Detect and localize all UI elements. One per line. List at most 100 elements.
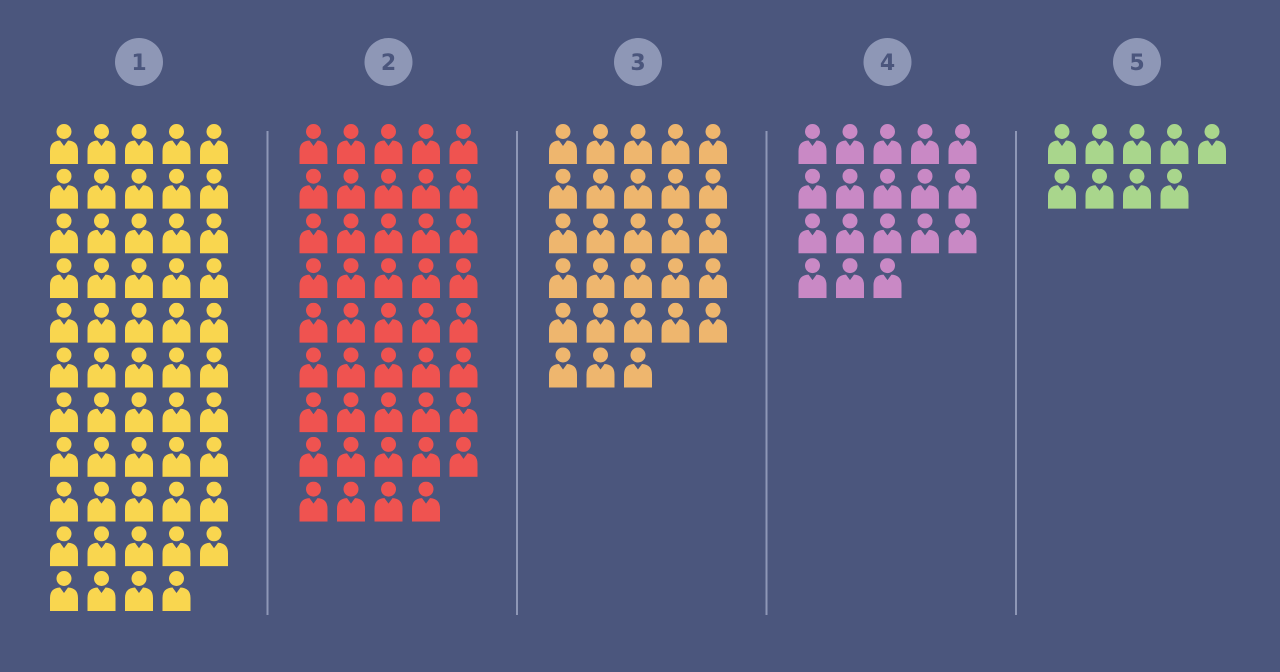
- person-icon: [661, 258, 690, 299]
- person-icon: [50, 392, 78, 433]
- person-icon: [549, 213, 577, 254]
- person-icon: [798, 213, 827, 254]
- person-icon: [374, 124, 403, 164]
- person-icon: [549, 168, 577, 209]
- person-icon: [125, 347, 153, 388]
- person-icon: [87, 213, 116, 254]
- person-icon: [337, 258, 365, 299]
- person-icon: [624, 124, 652, 164]
- person-icon: [1123, 124, 1151, 164]
- person-icon: [200, 436, 228, 477]
- person-icon: [911, 124, 939, 164]
- person-icon: [374, 347, 403, 388]
- person-icon: [87, 302, 116, 343]
- person-icon: [125, 571, 153, 611]
- person-icon: [162, 302, 191, 343]
- person-icon: [87, 392, 116, 433]
- person-icon: [299, 258, 328, 299]
- person-icon: [1198, 124, 1226, 164]
- person-icon: [699, 213, 727, 254]
- person-icon: [699, 258, 727, 299]
- person-icon: [162, 168, 191, 209]
- person-icon: [661, 302, 690, 343]
- column-badge: [115, 38, 163, 86]
- person-icon: [586, 213, 615, 254]
- person-icon: [162, 392, 191, 433]
- person-icon: [125, 392, 153, 433]
- person-icon: [624, 168, 652, 209]
- person-icon: [449, 168, 478, 209]
- person-icon: [586, 258, 615, 299]
- person-icon: [836, 213, 864, 254]
- person-icon: [125, 168, 153, 209]
- person-icon: [337, 213, 365, 254]
- person-icon: [661, 213, 690, 254]
- person-icon: [299, 302, 328, 343]
- person-icon: [200, 481, 228, 522]
- person-icon: [836, 168, 864, 209]
- person-icon: [374, 392, 403, 433]
- person-icon: [125, 258, 153, 299]
- person-icon: [200, 526, 228, 567]
- person-icon: [299, 213, 328, 254]
- person-icon: [125, 302, 153, 343]
- person-icon: [449, 392, 478, 433]
- person-icon: [798, 258, 827, 299]
- icon-grid: [50, 124, 1226, 611]
- person-icon: [162, 124, 191, 164]
- person-icon: [549, 124, 577, 164]
- person-icon: [125, 526, 153, 567]
- person-icon: [162, 347, 191, 388]
- person-icon: [449, 258, 478, 299]
- person-icon: [873, 258, 902, 299]
- person-icon: [200, 347, 228, 388]
- person-icon: [162, 258, 191, 299]
- person-icon: [1123, 168, 1151, 209]
- person-icon: [586, 124, 615, 164]
- person-icon: [87, 481, 116, 522]
- person-icon: [624, 258, 652, 299]
- person-icon: [1085, 124, 1114, 164]
- person-icon: [412, 481, 440, 522]
- person-icon: [200, 392, 228, 433]
- person-icon: [299, 347, 328, 388]
- person-icon: [586, 302, 615, 343]
- person-icon: [87, 124, 116, 164]
- person-icon: [699, 124, 727, 164]
- person-icon: [299, 168, 328, 209]
- person-icon: [374, 436, 403, 477]
- person-icon: [200, 124, 228, 164]
- person-icon: [873, 124, 902, 164]
- person-icon: [374, 168, 403, 209]
- person-icon: [374, 481, 403, 522]
- person-icon: [50, 347, 78, 388]
- person-icon: [586, 347, 615, 388]
- person-icon: [873, 213, 902, 254]
- person-icon: [699, 168, 727, 209]
- person-icon: [50, 571, 78, 611]
- person-icon: [948, 168, 977, 209]
- person-icon: [549, 302, 577, 343]
- column-badge: [364, 38, 413, 86]
- person-icon: [661, 168, 690, 209]
- person-icon: [87, 258, 116, 299]
- person-icon: [125, 481, 153, 522]
- person-icon: [1048, 168, 1076, 209]
- person-icon: [50, 213, 78, 254]
- person-icon: [798, 124, 827, 164]
- person-icon: [798, 168, 827, 209]
- person-icon: [412, 436, 440, 477]
- person-icon: [449, 347, 478, 388]
- person-icon: [87, 526, 116, 567]
- person-icon: [374, 258, 403, 299]
- person-icon: [162, 526, 191, 567]
- person-icon: [624, 213, 652, 254]
- column-badge: [1113, 38, 1161, 86]
- person-icon: [162, 213, 191, 254]
- person-icon: [299, 481, 328, 522]
- person-icon: [412, 213, 440, 254]
- person-icon: [948, 124, 977, 164]
- person-icon: [125, 213, 153, 254]
- person-icon: [873, 168, 902, 209]
- person-icon: [337, 124, 365, 164]
